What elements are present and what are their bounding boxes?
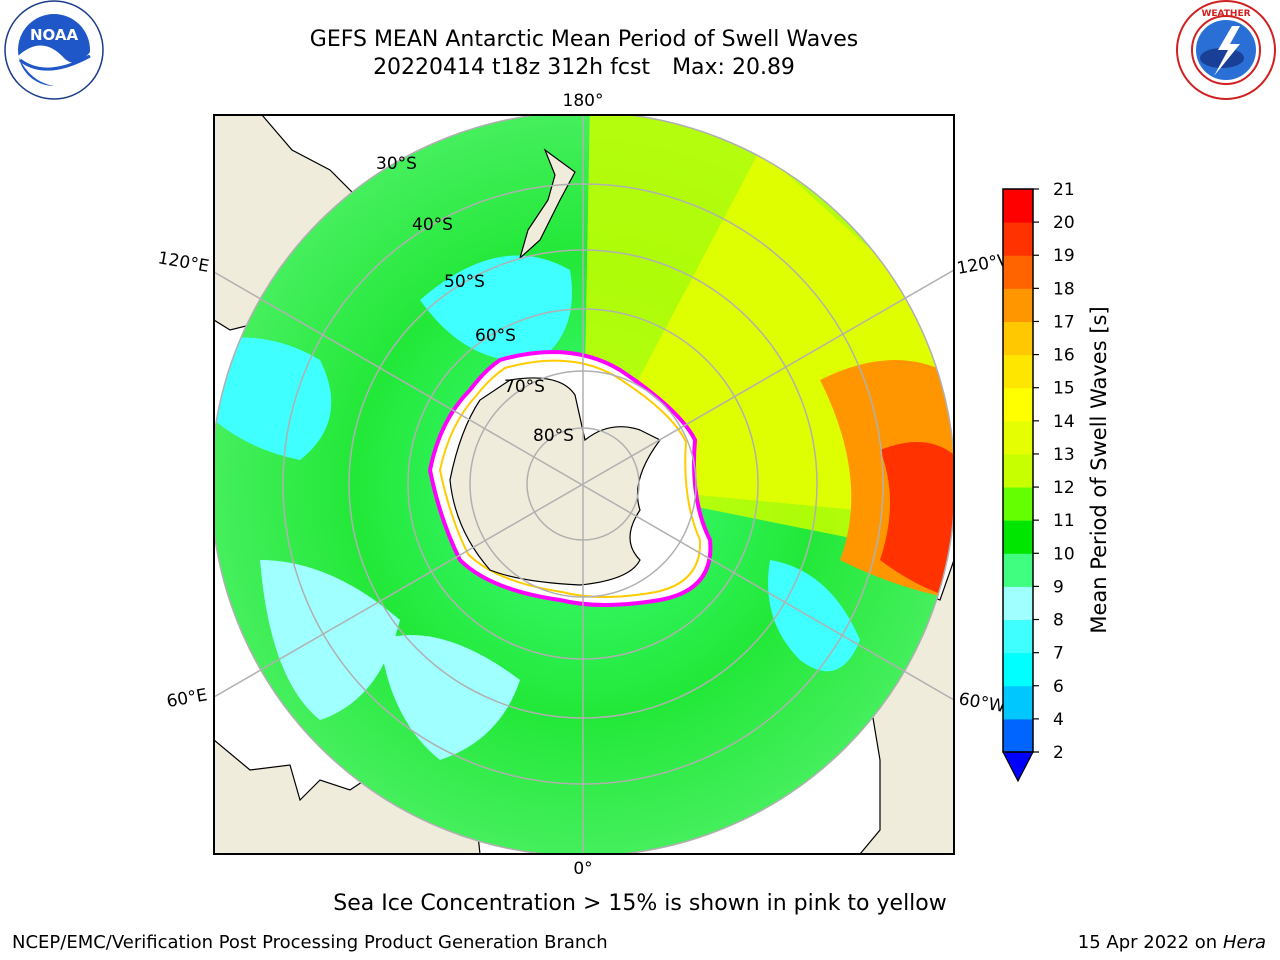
swell-cyan-southwest <box>260 560 400 720</box>
max-value: Max: 20.89 <box>672 55 795 80</box>
credit-branch: NCEP/EMC/Verification Post Processing Pr… <box>12 932 608 953</box>
colorbar-box <box>1003 387 1033 422</box>
colorbar-tick-label: 9 <box>1053 577 1064 597</box>
longitude-gridlines <box>214 115 954 854</box>
lat-label-40: 40°S <box>412 215 453 235</box>
colorbar-tick-label: 15 <box>1053 379 1075 399</box>
colorbar-box <box>1003 553 1033 587</box>
colorbar-tick-label: 20 <box>1053 213 1075 233</box>
map-frame <box>213 114 955 855</box>
colorbar-box <box>1003 321 1033 356</box>
lat-label-80: 80°S <box>533 426 574 446</box>
colorbar-box <box>1003 652 1033 687</box>
colorbar-box <box>1003 487 1033 521</box>
colorbar-box <box>1003 420 1033 455</box>
lat-label-60: 60°S <box>475 326 516 346</box>
colorbar-box <box>1003 453 1033 488</box>
colorbar-tick-label: 4 <box>1053 710 1064 730</box>
colorbar-tick-label: 12 <box>1053 478 1075 498</box>
colorbar-tick-label: 8 <box>1053 611 1064 631</box>
swell-cyan-west <box>214 337 332 460</box>
colorbar-box <box>1003 685 1033 720</box>
credit-host: Hera <box>1222 932 1266 953</box>
colorbar-tick-label: 13 <box>1053 445 1075 465</box>
colorbar-boxes <box>1003 189 1033 753</box>
lat-label-50: 50°S <box>444 272 485 292</box>
colorbar-box <box>1003 288 1033 322</box>
swell-pacific-red <box>880 441 954 600</box>
colorbar-tick-label: 17 <box>1053 312 1075 332</box>
colorbar-tick-label: 19 <box>1053 246 1075 266</box>
colorbar-tick-label: 6 <box>1053 677 1064 697</box>
colorbar-label: Mean Period of Swell Waves [s] <box>1087 306 1111 633</box>
lon-label-180: 180° <box>563 91 604 111</box>
credit-date: 15 Apr 2022 on Hera <box>1078 932 1266 953</box>
colorbar-box <box>1003 718 1033 753</box>
lon-label-0: 0° <box>573 859 592 879</box>
colorbar-box <box>1003 255 1033 289</box>
chart-subtitle: 20220414 t18z 312h fcst Max: 20.89 <box>0 55 1168 81</box>
credit-date-text: 15 Apr 2022 on <box>1077 932 1218 953</box>
swell-cyan-atlantic <box>380 635 520 760</box>
chart-title: GEFS MEAN Antarctic Mean Period of Swell… <box>309 27 859 52</box>
lat-label-30: 30°S <box>376 154 417 174</box>
lat-label-70: 70°S <box>504 377 545 397</box>
sea-ice-note: Sea Ice Concentration > 15% is shown in … <box>333 891 947 916</box>
colorbar-box <box>1003 222 1033 256</box>
colorbar-tick-label: 21 <box>1053 180 1075 200</box>
nws-logo: WEATHER <box>1176 0 1276 100</box>
meridian-60e-120w <box>214 269 954 698</box>
colorbar-box <box>1003 586 1033 621</box>
meridian-120e-60w <box>214 271 954 701</box>
colorbar-box <box>1003 619 1033 654</box>
swell-cyan-indian <box>420 255 572 362</box>
colorbar-tick-label: 11 <box>1053 511 1075 531</box>
forecast-date: 20220414 t18z 312h fcst <box>373 55 651 80</box>
colorbar-frame <box>1002 188 1034 753</box>
colorbar-box <box>1003 189 1033 223</box>
sea-ice-inner <box>438 359 702 598</box>
colorbar-tick-label: 18 <box>1053 279 1075 299</box>
colorbar-tick-label: 10 <box>1053 544 1075 564</box>
colorbar-tick-label: 2 <box>1053 743 1064 763</box>
colorbar-ticks: 2 4 6 7 8 9 10 11 12 13 14 15 16 17 18 19 20 21 <box>1033 180 1075 763</box>
svg-text:WEATHER: WEATHER <box>1201 9 1250 19</box>
colorbar-tick-label: 16 <box>1053 346 1075 366</box>
colorbar-tick-label: 14 <box>1053 412 1075 432</box>
svg-text:NOAA: NOAA <box>30 26 79 44</box>
colorbar-box <box>1003 354 1033 389</box>
colorbar-tick-label: 7 <box>1053 644 1064 664</box>
colorbar-extend-triangle <box>1002 751 1034 783</box>
noaa-logo: NOAA <box>4 0 104 100</box>
colorbar-box <box>1003 520 1033 554</box>
